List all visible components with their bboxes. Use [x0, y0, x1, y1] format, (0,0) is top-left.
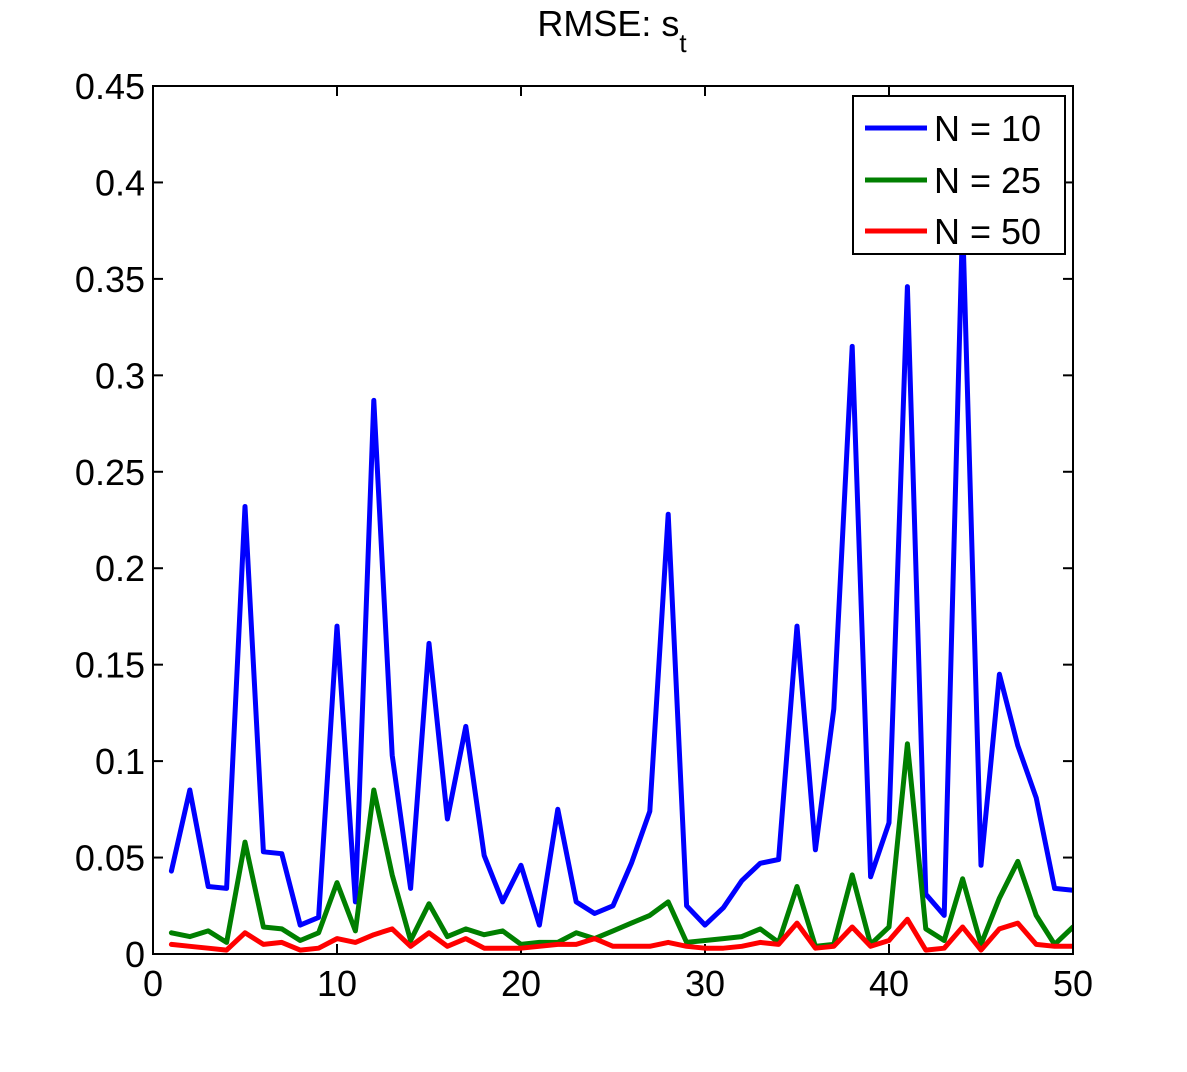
chart-title-subscript: t [679, 28, 687, 58]
x-tick-label: 40 [869, 963, 909, 1004]
series-line-n10 [168, 218, 1073, 928]
x-tick-label: 10 [317, 963, 357, 1004]
x-tick-label: 20 [501, 963, 541, 1004]
chart-title-main: RMSE: s [537, 3, 679, 44]
plot-frame [152, 85, 1074, 955]
series-line-n25 [168, 741, 1073, 949]
y-tick-label: 0.1 [95, 741, 145, 782]
y-tick-label: 0.05 [75, 838, 145, 879]
legend-label: N = 50 [934, 211, 1041, 252]
legend-label: N = 25 [934, 160, 1041, 201]
x-tick-label: 0 [143, 963, 163, 1004]
x-ticks: 0 10 20 30 40 50 [143, 86, 1093, 1004]
y-tick-label: 0.35 [75, 259, 145, 300]
y-tick-label: 0.15 [75, 645, 145, 686]
y-tick-label: 0.25 [75, 452, 145, 493]
y-tick-label: 0.2 [95, 548, 145, 589]
series-line-n50 [168, 916, 1073, 953]
legend-entries: N = 10 N = 25 N = 50 [865, 108, 1041, 252]
x-tick-label: 30 [685, 963, 725, 1004]
y-tick-label: 0.4 [95, 162, 145, 203]
legend[interactable]: N = 10 N = 25 N = 50 [852, 95, 1066, 255]
y-tick-label: 0.3 [95, 355, 145, 396]
y-tick-label: 0 [125, 934, 145, 975]
x-tick-label: 50 [1053, 963, 1093, 1004]
chart-title: RMSE: st [537, 3, 687, 58]
y-ticks: 0 0.05 0.1 0.15 0.2 0.25 0.3 0.35 0.4 0.45 [75, 66, 1073, 975]
y-tick-label: 0.45 [75, 66, 145, 107]
legend-box [852, 95, 1066, 255]
legend-label: N = 10 [934, 108, 1041, 149]
series-lines [168, 218, 1073, 953]
